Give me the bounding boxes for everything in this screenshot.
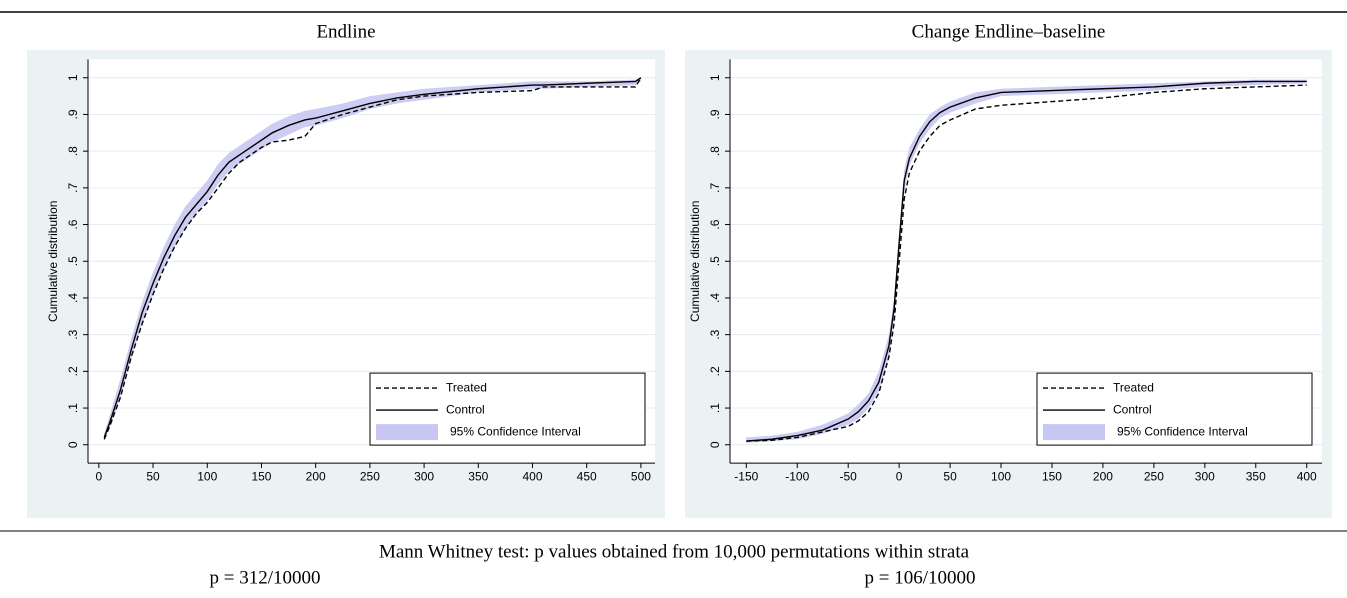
y-tick-label: .7 xyxy=(66,183,80,193)
y-tick-label: .5 xyxy=(66,256,80,266)
x-tick-label: -100 xyxy=(785,469,809,483)
x-tick-label: 100 xyxy=(991,469,1011,483)
y-tick-label: .1 xyxy=(66,403,80,413)
y-tick-label: 1 xyxy=(708,74,722,81)
y-tick-label: .3 xyxy=(708,329,722,339)
y-axis-label: Cumulative distribution xyxy=(46,201,60,322)
chart-title: Endline xyxy=(316,21,375,42)
legend-label: Control xyxy=(1113,402,1152,416)
line-series xyxy=(103,77,642,438)
y-tick-label: 1 xyxy=(66,74,80,81)
legend-swatch xyxy=(376,424,438,441)
y-tick-label: .9 xyxy=(66,109,80,119)
x-tick-label: 200 xyxy=(1093,469,1113,483)
y-tick-label: .6 xyxy=(66,219,80,229)
x-tick-label: 350 xyxy=(468,469,488,483)
x-tick-label: 0 xyxy=(95,469,102,483)
line-series xyxy=(103,77,642,440)
line-series xyxy=(746,84,1307,442)
y-tick-label: .6 xyxy=(708,219,722,229)
p-value: p = 106/10000 xyxy=(865,567,976,588)
x-tick-label: -50 xyxy=(840,469,858,483)
x-tick-label: 50 xyxy=(146,469,160,483)
y-tick-label: .8 xyxy=(708,146,722,156)
legend-label: 95% Confidence Interval xyxy=(1117,424,1248,438)
y-tick-label: .3 xyxy=(66,329,80,339)
y-tick-label: .1 xyxy=(708,403,722,413)
x-tick-label: 200 xyxy=(306,469,326,483)
legend-label: Treated xyxy=(1113,380,1154,394)
y-tick-label: .4 xyxy=(708,293,722,303)
x-tick-label: 300 xyxy=(1195,469,1215,483)
legend-label: 95% Confidence Interval xyxy=(450,424,581,438)
y-tick-label: .4 xyxy=(66,293,80,303)
x-tick-label: 400 xyxy=(1297,469,1317,483)
line-series xyxy=(746,80,1307,442)
p-value: p = 312/10000 xyxy=(210,567,321,588)
x-tick-label: 300 xyxy=(414,469,434,483)
x-tick-label: -150 xyxy=(734,469,758,483)
x-tick-label: 0 xyxy=(896,469,903,483)
x-tick-label: 150 xyxy=(1042,469,1062,483)
legend-swatch xyxy=(1043,424,1105,441)
y-tick-label: 0 xyxy=(708,441,722,448)
y-tick-label: .9 xyxy=(708,109,722,119)
footer-note: Mann Whitney test: p values obtained fro… xyxy=(379,541,970,562)
x-tick-label: 50 xyxy=(943,469,957,483)
x-tick-label: 250 xyxy=(360,469,380,483)
y-tick-label: .8 xyxy=(66,146,80,156)
y-tick-label: 0 xyxy=(66,441,80,448)
y-axis-label: Cumulative distribution xyxy=(688,201,702,322)
y-tick-label: .5 xyxy=(708,256,722,266)
confidence-band xyxy=(746,79,1307,443)
x-tick-label: 250 xyxy=(1144,469,1164,483)
x-tick-label: 450 xyxy=(577,469,597,483)
y-tick-label: .7 xyxy=(708,183,722,193)
y-tick-label: .2 xyxy=(708,366,722,376)
x-tick-label: 100 xyxy=(197,469,217,483)
y-tick-label: .2 xyxy=(66,366,80,376)
x-tick-label: 400 xyxy=(522,469,542,483)
x-tick-label: 350 xyxy=(1246,469,1266,483)
chart-title: Change Endline–baseline xyxy=(912,21,1106,42)
x-tick-label: 500 xyxy=(631,469,651,483)
legend-label: Treated xyxy=(446,380,487,394)
legend-label: Control xyxy=(446,402,485,416)
x-tick-label: 150 xyxy=(251,469,271,483)
